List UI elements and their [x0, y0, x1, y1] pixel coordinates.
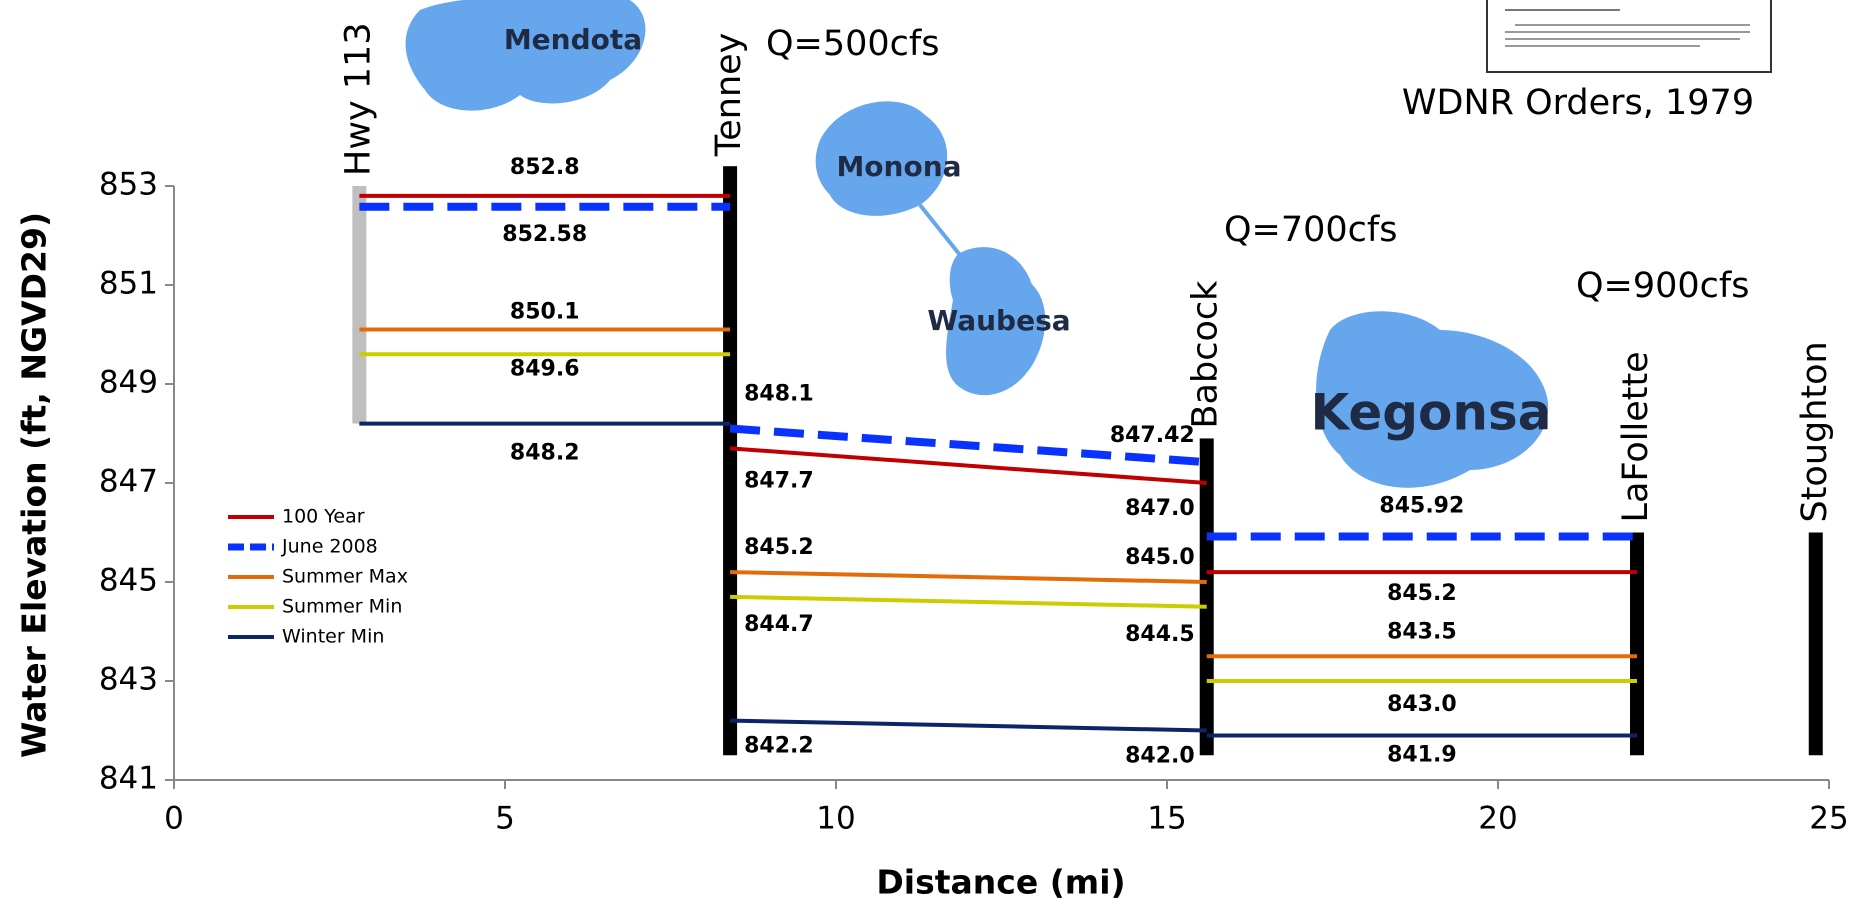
- data-label: 848.2: [510, 441, 580, 466]
- data-label: 841.9: [1387, 742, 1457, 767]
- chart: Mendota Monona Waubesa Kegonsa Q=500cfs …: [0, 0, 1854, 907]
- station-bar: [723, 166, 737, 755]
- data-label: 852.8: [510, 155, 580, 180]
- legend-label: Winter Min: [282, 626, 384, 648]
- series-line: [730, 572, 1207, 582]
- station-label: Stoughton: [1795, 341, 1835, 522]
- annotation: Q=700cfs: [1224, 210, 1397, 250]
- y-tick-label: 849: [99, 365, 158, 401]
- data-label: 852.58: [502, 222, 587, 247]
- lake-label: Kegonsa: [1310, 384, 1551, 442]
- data-label: 850.1: [510, 300, 580, 325]
- data-label: 842.2: [744, 734, 814, 759]
- x-tick-label: 15: [1147, 801, 1186, 837]
- data-label: 843.0: [1387, 692, 1457, 717]
- data-label: 845.2: [1387, 581, 1457, 606]
- lake-waubesa-shape: [920, 205, 1043, 393]
- data-label: 845.0: [1125, 545, 1195, 570]
- station-bar: [1809, 533, 1823, 756]
- series-line: [730, 721, 1207, 731]
- legend-label: Summer Min: [282, 596, 402, 618]
- lake-label: Waubesa: [927, 304, 1070, 337]
- lake-label: Mendota: [504, 23, 642, 56]
- data-label: 845.2: [744, 535, 814, 560]
- y-tick-label: 843: [99, 662, 158, 698]
- data-label: 843.5: [1387, 619, 1457, 644]
- station-bar: [352, 186, 366, 424]
- y-tick-label: 851: [99, 266, 158, 302]
- data-label: 847.0: [1125, 496, 1195, 521]
- station-label: Tenney: [709, 33, 749, 158]
- x-tick-label: 5: [495, 801, 515, 837]
- y-tick-label: 845: [99, 563, 158, 599]
- data-label: 845.92: [1379, 493, 1464, 518]
- data-label: 848.1: [744, 382, 814, 407]
- legend-label: June 2008: [281, 536, 378, 558]
- y-tick-label: 841: [99, 761, 158, 797]
- station-bar: [1200, 438, 1214, 755]
- document-thumbnail: [1487, 0, 1771, 72]
- data-label: 847.7: [744, 468, 814, 493]
- annotation: WDNR Orders, 1979: [1402, 83, 1754, 123]
- data-label: 849.6: [510, 356, 580, 381]
- data-label: 847.42: [1110, 423, 1195, 448]
- lake-label: Monona: [836, 150, 961, 183]
- x-tick-label: 25: [1809, 801, 1848, 837]
- station-label: Babcock: [1186, 280, 1226, 429]
- x-tick-label: 20: [1478, 801, 1517, 837]
- data-label: 844.5: [1125, 622, 1195, 647]
- x-tick-label: 0: [164, 801, 184, 837]
- legend-label: Summer Max: [282, 566, 408, 588]
- station-label: Hwy 113: [338, 22, 378, 176]
- x-axis-title: Distance (mi): [876, 863, 1125, 902]
- data-label: 844.7: [744, 612, 814, 637]
- x-tick-label: 10: [816, 801, 855, 837]
- series-line: [730, 597, 1207, 607]
- data-label: 842.0: [1125, 744, 1195, 769]
- annotation: Q=500cfs: [766, 24, 939, 64]
- station-bar: [1630, 533, 1644, 756]
- y-tick-label: 847: [99, 464, 158, 500]
- annotation: Q=900cfs: [1576, 266, 1749, 306]
- y-axis-title: Water Elevation (ft, NGVD29): [15, 212, 54, 758]
- legend-label: 100 Year: [282, 506, 365, 528]
- station-label: LaFollette: [1616, 351, 1656, 522]
- y-tick-label: 853: [99, 167, 158, 203]
